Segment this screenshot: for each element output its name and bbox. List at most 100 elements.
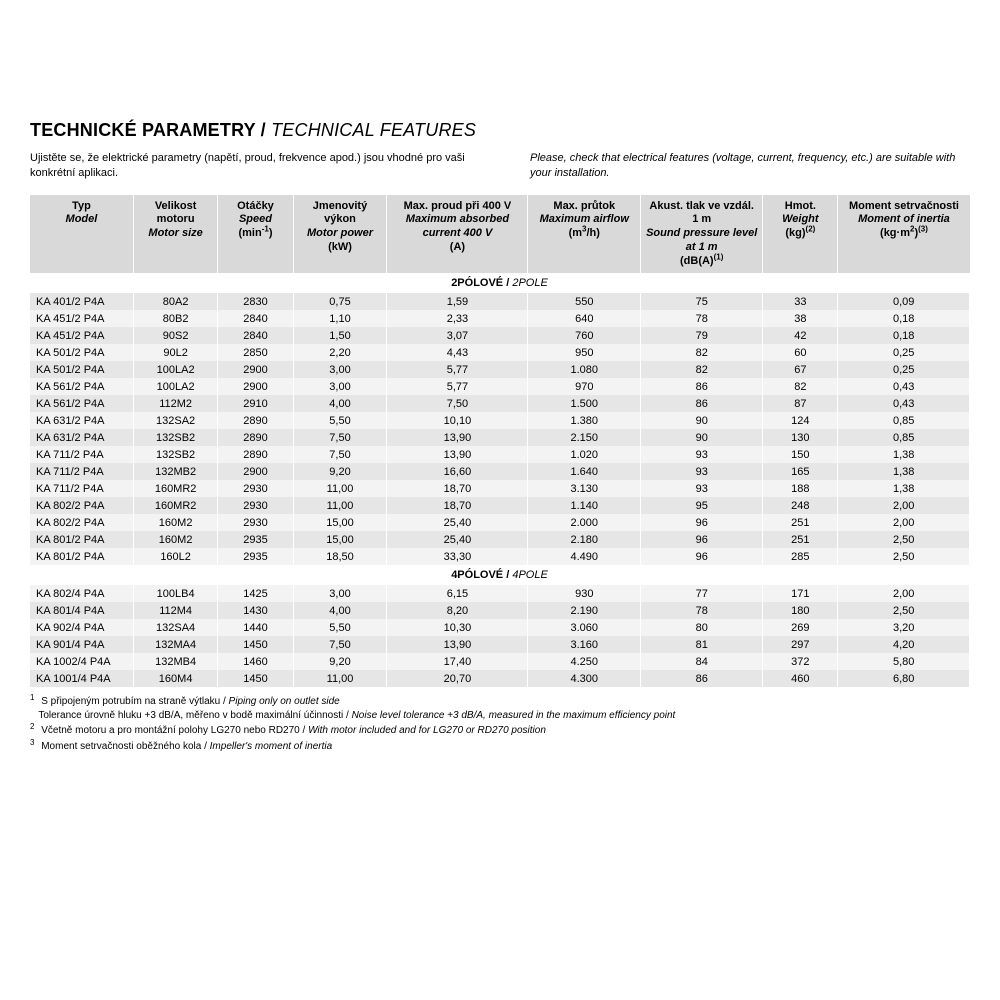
table-row: KA 901/4 P4A132MA414507,5013,903.1608129… (30, 636, 970, 653)
value-cell: 165 (763, 463, 838, 480)
value-cell: 9,20 (293, 463, 387, 480)
value-cell: 80 (641, 619, 763, 636)
value-cell: 100LA2 (133, 361, 218, 378)
value-cell: 171 (763, 585, 838, 602)
value-cell: 3.060 (528, 619, 641, 636)
table-row: KA 631/2 P4A132SB228907,5013,902.1509013… (30, 429, 970, 446)
value-cell: 80A2 (133, 293, 218, 310)
model-cell: KA 902/4 P4A (30, 619, 133, 636)
col-header: Velikost motoruMotor size (133, 195, 218, 274)
model-cell: KA 561/2 P4A (30, 378, 133, 395)
value-cell: 0,43 (838, 395, 970, 412)
value-cell: 2,00 (838, 497, 970, 514)
value-cell: 2.000 (528, 514, 641, 531)
value-cell: 42 (763, 327, 838, 344)
value-cell: 17,40 (387, 653, 528, 670)
model-cell: KA 801/2 P4A (30, 548, 133, 565)
value-cell: 160L2 (133, 548, 218, 565)
value-cell: 11,00 (293, 670, 387, 687)
value-cell: 6,80 (838, 670, 970, 687)
table-header-row: TypModelVelikost motoruMotor sizeOtáčkyS… (30, 195, 970, 274)
table-row: KA 501/2 P4A100LA229003,005,771.08082670… (30, 361, 970, 378)
value-cell: 90S2 (133, 327, 218, 344)
model-cell: KA 711/2 P4A (30, 446, 133, 463)
value-cell: 4.250 (528, 653, 641, 670)
value-cell: 1450 (218, 670, 293, 687)
value-cell: 2.180 (528, 531, 641, 548)
model-cell: KA 1002/4 P4A (30, 653, 133, 670)
value-cell: 248 (763, 497, 838, 514)
value-cell: 130 (763, 429, 838, 446)
model-cell: KA 561/2 P4A (30, 395, 133, 412)
table-row: KA 801/2 P4A160L2293518,5033,304.4909628… (30, 548, 970, 565)
footnote: 2 Včetně motoru a pro montážní polohy LG… (30, 724, 970, 738)
value-cell: 78 (641, 602, 763, 619)
value-cell: 372 (763, 653, 838, 670)
table-row: KA 451/2 P4A90S228401,503,0776079420,18 (30, 327, 970, 344)
value-cell: 10,10 (387, 412, 528, 429)
model-cell: KA 1001/4 P4A (30, 670, 133, 687)
value-cell: 1,38 (838, 446, 970, 463)
value-cell: 86 (641, 378, 763, 395)
value-cell: 2,50 (838, 548, 970, 565)
value-cell: 8,20 (387, 602, 528, 619)
value-cell: 75 (641, 293, 763, 310)
value-cell: 180 (763, 602, 838, 619)
value-cell: 132MB4 (133, 653, 218, 670)
value-cell: 18,50 (293, 548, 387, 565)
value-cell: 0,43 (838, 378, 970, 395)
value-cell: 4,00 (293, 395, 387, 412)
table-row: KA 711/2 P4A132MB229009,2016,601.6409316… (30, 463, 970, 480)
value-cell: 77 (641, 585, 763, 602)
value-cell: 2910 (218, 395, 293, 412)
value-cell: 10,30 (387, 619, 528, 636)
value-cell: 16,60 (387, 463, 528, 480)
col-header: Moment setrvačnostiMoment of inertia(kg·… (838, 195, 970, 274)
value-cell: 2840 (218, 327, 293, 344)
value-cell: 9,20 (293, 653, 387, 670)
table-row: KA 401/2 P4A80A228300,751,5955075330,09 (30, 293, 970, 310)
value-cell: 1425 (218, 585, 293, 602)
value-cell: 86 (641, 670, 763, 687)
value-cell: 2840 (218, 310, 293, 327)
value-cell: 18,70 (387, 497, 528, 514)
value-cell: 4,20 (838, 636, 970, 653)
value-cell: 188 (763, 480, 838, 497)
value-cell: 2930 (218, 497, 293, 514)
model-cell: KA 801/2 P4A (30, 531, 133, 548)
value-cell: 6,15 (387, 585, 528, 602)
value-cell: 950 (528, 344, 641, 361)
value-cell: 67 (763, 361, 838, 378)
value-cell: 3.160 (528, 636, 641, 653)
value-cell: 0,25 (838, 344, 970, 361)
value-cell: 86 (641, 395, 763, 412)
value-cell: 96 (641, 548, 763, 565)
value-cell: 1,50 (293, 327, 387, 344)
value-cell: 2,50 (838, 602, 970, 619)
value-cell: 124 (763, 412, 838, 429)
value-cell: 18,70 (387, 480, 528, 497)
model-cell: KA 802/4 P4A (30, 585, 133, 602)
intro-cz: Ujistěte se, že elektrické parametry (na… (30, 151, 470, 181)
model-cell: KA 711/2 P4A (30, 480, 133, 497)
value-cell: 25,40 (387, 514, 528, 531)
value-cell: 132SA2 (133, 412, 218, 429)
title-cz: TECHNICKÉ PARAMETRY (30, 120, 255, 140)
value-cell: 84 (641, 653, 763, 670)
value-cell: 15,00 (293, 514, 387, 531)
value-cell: 2890 (218, 446, 293, 463)
value-cell: 2,00 (838, 585, 970, 602)
table-row: KA 802/2 P4A160MR2293011,0018,701.140952… (30, 497, 970, 514)
value-cell: 2830 (218, 293, 293, 310)
table-row: KA 902/4 P4A132SA414405,5010,303.0608026… (30, 619, 970, 636)
value-cell: 2900 (218, 378, 293, 395)
model-cell: KA 501/2 P4A (30, 344, 133, 361)
value-cell: 2,50 (838, 531, 970, 548)
value-cell: 1460 (218, 653, 293, 670)
value-cell: 150 (763, 446, 838, 463)
table-row: KA 561/2 P4A100LA229003,005,7797086820,4… (30, 378, 970, 395)
value-cell: 11,00 (293, 497, 387, 514)
value-cell: 1.500 (528, 395, 641, 412)
value-cell: 90L2 (133, 344, 218, 361)
footnote: 1 S připojeným potrubím na straně výtlak… (30, 695, 970, 722)
